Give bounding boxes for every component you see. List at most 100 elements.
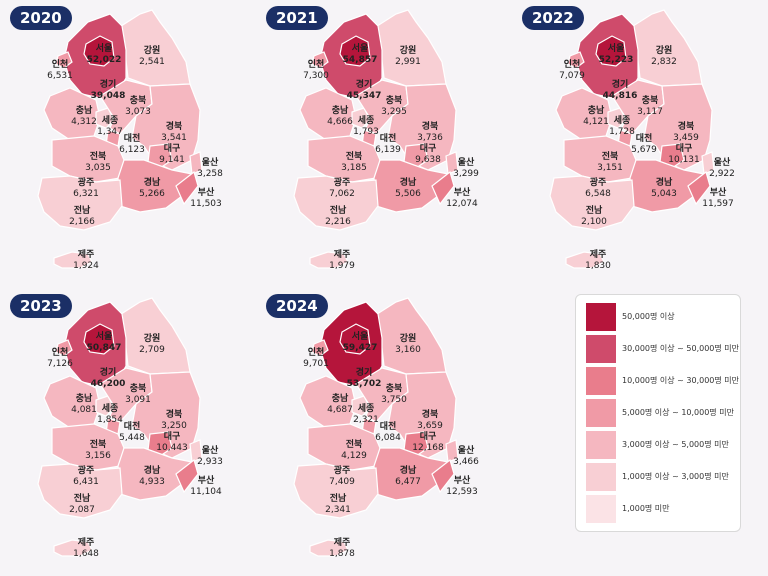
- region-label-busan: 부산 11,597: [702, 188, 734, 210]
- region-name: 전남: [585, 206, 603, 216]
- region-name: 강원: [399, 334, 417, 344]
- region-name: 서울: [351, 44, 369, 54]
- map-panel-2022: 2022 서울 52,223 경기 44,816 인천 7,079 강원 2,832 충북 3,11…: [512, 0, 768, 288]
- region-name: 경북: [165, 410, 183, 420]
- region-value: 2,166: [69, 217, 95, 227]
- region-name: 경북: [165, 122, 183, 132]
- region-name: 경북: [421, 122, 439, 132]
- region-label-gyeongnam: 경남 5,506: [395, 178, 421, 200]
- region-name: 세종: [357, 116, 375, 126]
- region-name: 충남: [75, 106, 93, 116]
- region-label-jeonnam: 전남 2,100: [581, 206, 607, 228]
- region-label-gangwon: 강원 2,541: [139, 46, 165, 68]
- year-badge: 2022: [522, 6, 584, 30]
- region-name: 전북: [89, 152, 107, 162]
- region-name: 전북: [89, 440, 107, 450]
- region-label-busan: 부산 11,104: [190, 476, 222, 498]
- region-label-incheon: 인천 7,079: [559, 60, 585, 82]
- region-value: 6,123: [119, 145, 145, 155]
- legend-swatch: [586, 303, 616, 331]
- region-value: 4,129: [341, 451, 367, 461]
- region-daegu: [403, 143, 429, 169]
- region-value: 12,593: [446, 487, 478, 497]
- region-label-jeonnam: 전남 2,341: [325, 494, 351, 516]
- region-label-incheon: 인천 9,701: [303, 348, 329, 370]
- region-value: 11,597: [702, 199, 734, 209]
- region-sejong: [351, 395, 371, 417]
- region-label-jeju: 제주 1,878: [329, 538, 355, 560]
- region-value: 6,548: [585, 189, 611, 199]
- region-name: 울산: [457, 446, 475, 456]
- region-name: 광주: [77, 466, 95, 476]
- region-value: 54,857: [342, 55, 378, 65]
- region-name: 전남: [73, 494, 91, 504]
- region-label-seoul: 서울 59,427: [343, 332, 378, 354]
- region-value: 5,266: [139, 189, 165, 199]
- region-value: 6,321: [73, 189, 99, 199]
- region-daegu: [659, 143, 685, 169]
- region-name: 인천: [563, 60, 581, 70]
- region-label-daejeon: 대전 6,084: [375, 422, 401, 444]
- legend-item: 5,000명 이상 ~ 10,000명 미만: [586, 399, 736, 427]
- region-name: 서울: [95, 332, 113, 342]
- region-name: 대전: [379, 134, 397, 144]
- region-label-chungbuk: 충북 3,750: [381, 384, 407, 406]
- region-value: 5,506: [395, 189, 421, 199]
- region-value: 10,131: [668, 155, 700, 165]
- region-value: 3,459: [673, 133, 699, 143]
- region-value: 7,126: [47, 359, 73, 369]
- region-value: 12,074: [446, 199, 478, 209]
- region-value: 2,933: [197, 457, 223, 467]
- region-value: 2,541: [139, 57, 165, 67]
- region-value: 46,200: [90, 379, 126, 389]
- region-name: 서울: [607, 44, 625, 54]
- region-value: 12,168: [412, 443, 444, 453]
- korea-map-2021: [293, 9, 459, 269]
- region-value: 2,341: [325, 505, 351, 515]
- region-name: 울산: [713, 158, 731, 168]
- region-value: 50,847: [86, 343, 122, 353]
- region-label-jeju: 제주 1,979: [329, 250, 355, 272]
- legend-label: 5,000명 이상 ~ 10,000명 미만: [622, 408, 734, 417]
- korea-map-2022: [549, 9, 715, 269]
- region-label-gwangju: 광주 6,548: [585, 178, 611, 200]
- region-name: 인천: [51, 60, 69, 70]
- region-name: 세종: [613, 116, 631, 126]
- region-value: 4,081: [71, 405, 97, 415]
- region-label-gyeongnam: 경남 6,477: [395, 466, 421, 488]
- region-value: 7,300: [303, 71, 329, 81]
- region-label-chungnam: 충남 4,081: [71, 394, 97, 416]
- region-name: 충남: [587, 106, 605, 116]
- region-value: 2,709: [139, 345, 165, 355]
- region-value: 3,185: [341, 163, 367, 173]
- legend-label: 10,000명 이상 ~ 30,000명 미만: [622, 376, 740, 385]
- region-label-jeonnam: 전남 2,216: [325, 206, 351, 228]
- region-name: 충북: [129, 96, 147, 106]
- region-label-chungbuk: 충북 3,073: [125, 96, 151, 118]
- region-value: 2,832: [651, 57, 677, 67]
- map-panel-2024: 2024 서울 59,427 경기 53,702 인천 9,701 강원 3,160 충북 3,75…: [256, 288, 512, 576]
- region-label-chungnam: 충남 4,687: [327, 394, 353, 416]
- region-sejong: [95, 107, 115, 129]
- region-name: 충남: [75, 394, 93, 404]
- region-incheon: [55, 339, 73, 357]
- legend-label: 1,000명 이상 ~ 3,000명 미만: [622, 472, 729, 481]
- region-value: 3,250: [161, 421, 187, 431]
- region-name: 경남: [399, 178, 417, 188]
- korea-map-2024: [293, 297, 459, 557]
- year-badge: 2023: [10, 294, 72, 318]
- region-value: 1,347: [97, 127, 123, 137]
- region-label-gyeongnam: 경남 5,266: [139, 178, 165, 200]
- region-incheon: [311, 51, 329, 69]
- region-sejong: [607, 107, 627, 129]
- region-name: 세종: [357, 404, 375, 414]
- region-name: 부산: [709, 188, 727, 198]
- region-label-gwangju: 광주 7,409: [329, 466, 355, 488]
- region-name: 울산: [201, 446, 219, 456]
- region-name: 강원: [143, 46, 161, 56]
- region-label-daegu: 대구 9,638: [415, 144, 441, 166]
- region-label-gyeongbuk: 경북 3,459: [673, 122, 699, 144]
- region-label-seoul: 서울 50,847: [87, 332, 122, 354]
- region-name: 제주: [77, 538, 95, 548]
- region-jeju: [53, 539, 93, 557]
